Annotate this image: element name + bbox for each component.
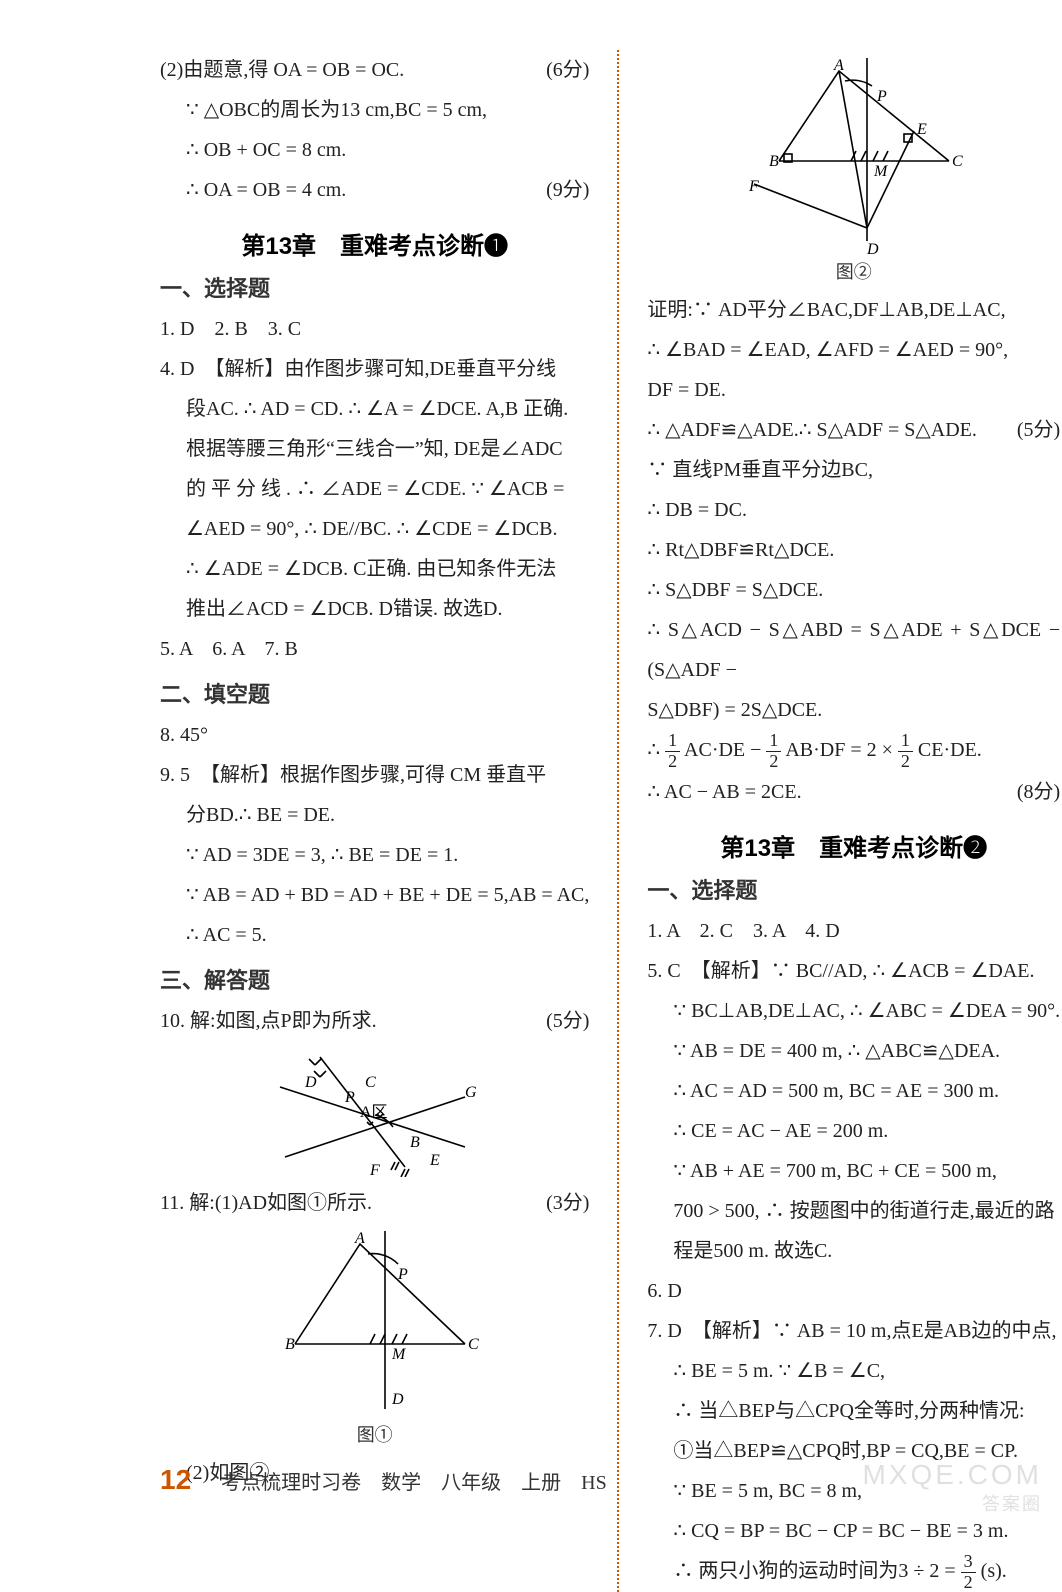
score: (5分): [1017, 410, 1060, 450]
svg-text:P: P: [397, 1266, 408, 1283]
chapter-title-1: 第13章 重难考点诊断❶: [160, 226, 589, 261]
q5-line: 5. C 【解析】∵ BC//AD, ∴ ∠ACB = ∠DAE.: [647, 951, 1060, 991]
answer-row: 1. A 2. C 3. A 4. D: [647, 911, 1060, 951]
q5-line: ∵ BC⊥AB,DE⊥AC, ∴ ∠ABC = ∠DEA = 90°.: [647, 991, 1060, 1031]
figure-q10: D P C A区 B E F G: [160, 1047, 589, 1177]
frac-half-1: 12: [665, 731, 680, 772]
score: (6分): [546, 50, 589, 90]
figure-2: A P B C M D E F 图②: [647, 56, 1060, 284]
q9-line: 9. 5 【解析】根据作图步骤,可得 CM 垂直平: [160, 755, 589, 795]
q7-line: ∴ 当△BEP与△CPQ全等时,分两种情况:: [647, 1391, 1060, 1431]
q7-line: ∴ BE = 5 m. ∵ ∠B = ∠C,: [647, 1351, 1060, 1391]
proof-line: ∴ △ADF≌△ADE.∴ S△ADF = S△ADE. (5分): [647, 410, 1060, 450]
q5-line: ∴ AC = AD = 500 m, BC = AE = 300 m.: [647, 1071, 1060, 1111]
frac-three-half: 32: [961, 1552, 976, 1592]
q7-line-frac: ∴ 两只小狗的运动时间为3 ÷ 2 = 32 (s).: [647, 1551, 1060, 1592]
q11: 11. 解:(1)AD如图①所示. (3分): [160, 1183, 589, 1223]
q9-line: ∴ AC = 5.: [160, 915, 589, 955]
q5-line: ∵ AB = DE = 400 m, ∴ △ABC≌△DEA.: [647, 1031, 1060, 1071]
watermark-cn: 答案圈: [982, 1490, 1042, 1516]
svg-text:B: B: [769, 153, 779, 170]
q5-line: ∴ CE = AC − AE = 200 m.: [647, 1111, 1060, 1151]
frac-half-2: 12: [766, 731, 781, 772]
proof-line: ∴ S△DBF = S△DCE.: [647, 570, 1060, 610]
q9-line: ∵ AD = 3DE = 3, ∴ BE = DE = 1.: [160, 835, 589, 875]
q7-line: 7. D 【解析】∵ AB = 10 m,点E是AB边的中点,: [647, 1311, 1060, 1351]
q9-line: 分BD.∴ BE = DE.: [160, 795, 589, 835]
svg-text:A: A: [833, 57, 844, 74]
proof-line: ∴ ∠BAD = ∠EAD, ∠AFD = ∠AED = 90°,: [647, 330, 1060, 370]
proof-line: ∴ DB = DC.: [647, 490, 1060, 530]
figure-2-label: 图②: [647, 258, 1060, 284]
a6: 6. D: [647, 1271, 1060, 1311]
q7-line: ∴ CQ = BP = BC − CP = BC − BE = 3 m.: [647, 1511, 1060, 1551]
q4-line: 的 平 分 线 . ∴ ∠ADE = ∠CDE. ∵ ∠ACB =: [160, 469, 589, 509]
proof-line: ∴ S△ACD − S△ABD = S△ADE + S△DCE − (S△ADF…: [647, 610, 1060, 690]
section-solve: 三、解答题: [160, 963, 589, 995]
solution-line: ∵ △OBC的周长为13 cm,BC = 5 cm,: [160, 90, 589, 130]
q9-line: ∵ AB = AD + BD = AD + BE + DE = 5,AB = A…: [160, 875, 589, 915]
svg-text:G: G: [465, 1084, 477, 1101]
footer-text: 考点梳理时习卷 数学 八年级 上册 HS: [221, 1466, 607, 1495]
q4-line: 推出∠ACD = ∠DCB. D错误. 故选D.: [160, 589, 589, 629]
q8: 8. 45°: [160, 715, 589, 755]
svg-text:D: D: [391, 1391, 404, 1408]
content-columns: (2)由题意,得 OA = OB = OC. (6分) ∵ △OBC的周长为13…: [160, 50, 1002, 1592]
answer-row: 5. A 6. A 7. B: [160, 629, 589, 669]
figure-1-label: 图①: [160, 1421, 589, 1447]
svg-text:M: M: [873, 163, 889, 180]
svg-text:F: F: [748, 178, 759, 195]
frac-half-3: 12: [898, 731, 913, 772]
svg-text:E: E: [429, 1152, 440, 1169]
svg-text:C: C: [365, 1074, 376, 1091]
svg-text:D: D: [304, 1074, 317, 1091]
proof-line: S△DBF) = 2S△DCE.: [647, 690, 1060, 730]
figure-1: A P B C M D 图①: [160, 1229, 589, 1447]
q10: 10. 解:如图,点P即为所求. (5分): [160, 1001, 589, 1041]
svg-text:D: D: [866, 241, 879, 256]
svg-text:A: A: [354, 1230, 365, 1247]
section-fill: 二、填空题: [160, 677, 589, 709]
proof-line: DF = DE.: [647, 370, 1060, 410]
solution-line: ∴ OB + OC = 8 cm.: [160, 130, 589, 170]
q4-line: ∠AED = 90°, ∴ DE//BC. ∴ ∠CDE = ∠DCB.: [160, 509, 589, 549]
section-choice-r: 一、选择题: [647, 873, 1060, 905]
chapter-title-2: 第13章 重难考点诊断❷: [647, 828, 1060, 863]
proof-line-frac: ∴ 12 AC·DE − 12 AB·DF = 2 × 12 CE·DE.: [647, 730, 1060, 772]
score: (9分): [546, 170, 589, 210]
q4-line: 4. D 【解析】由作图步骤可知,DE垂直平分线: [160, 349, 589, 389]
svg-text:B: B: [285, 1336, 295, 1353]
q5-line: ∵ AB + AE = 700 m, BC + CE = 500 m,: [647, 1151, 1060, 1191]
proof-line: ∴ Rt△DBF≌Rt△DCE.: [647, 530, 1060, 570]
svg-text:F: F: [369, 1162, 380, 1177]
svg-text:C: C: [952, 153, 963, 170]
q5-line: 700 > 500, ∴ 按题图中的街道行走,最近的路: [647, 1191, 1060, 1231]
svg-text:B: B: [410, 1134, 420, 1151]
left-column: (2)由题意,得 OA = OB = OC. (6分) ∵ △OBC的周长为13…: [160, 50, 589, 1592]
svg-text:M: M: [391, 1346, 407, 1363]
proof-line: ∴ AC − AB = 2CE. (8分): [647, 772, 1060, 812]
q5-line: 程是500 m. 故选C.: [647, 1231, 1060, 1271]
q4-line: 段AC. ∴ AD = CD. ∴ ∠A = ∠DCE. A,B 正确.: [160, 389, 589, 429]
score: (5分): [546, 1001, 589, 1041]
right-column: A P B C M D E F 图② 证明:∵ AD平分∠BAC,DF⊥AB,D…: [647, 50, 1060, 1592]
section-choice: 一、选择题: [160, 271, 589, 303]
q4-line: ∴ ∠ADE = ∠DCB. C正确. 由已知条件无法: [160, 549, 589, 589]
score: (8分): [1017, 772, 1060, 812]
watermark-en: MXQE.COM: [862, 1459, 1042, 1491]
page-number: 12: [160, 1464, 191, 1496]
column-divider: [617, 50, 619, 1592]
svg-text:E: E: [916, 121, 927, 138]
solution-line: ∴ OA = OB = 4 cm. (9分): [160, 170, 589, 210]
proof-line: ∵ 直线PM垂直平分边BC,: [647, 450, 1060, 490]
answer-row: 1. D 2. B 3. C: [160, 309, 589, 349]
svg-text:A区: A区: [360, 1104, 388, 1121]
solution-line: (2)由题意,得 OA = OB = OC. (6分): [160, 50, 589, 90]
svg-text:P: P: [876, 88, 887, 105]
svg-text:C: C: [468, 1336, 479, 1353]
score: (3分): [546, 1183, 589, 1223]
proof-line: 证明:∵ AD平分∠BAC,DF⊥AB,DE⊥AC,: [647, 290, 1060, 330]
q4-line: 根据等腰三角形“三线合一”知, DE是∠ADC: [160, 429, 589, 469]
svg-text:P: P: [344, 1089, 355, 1106]
